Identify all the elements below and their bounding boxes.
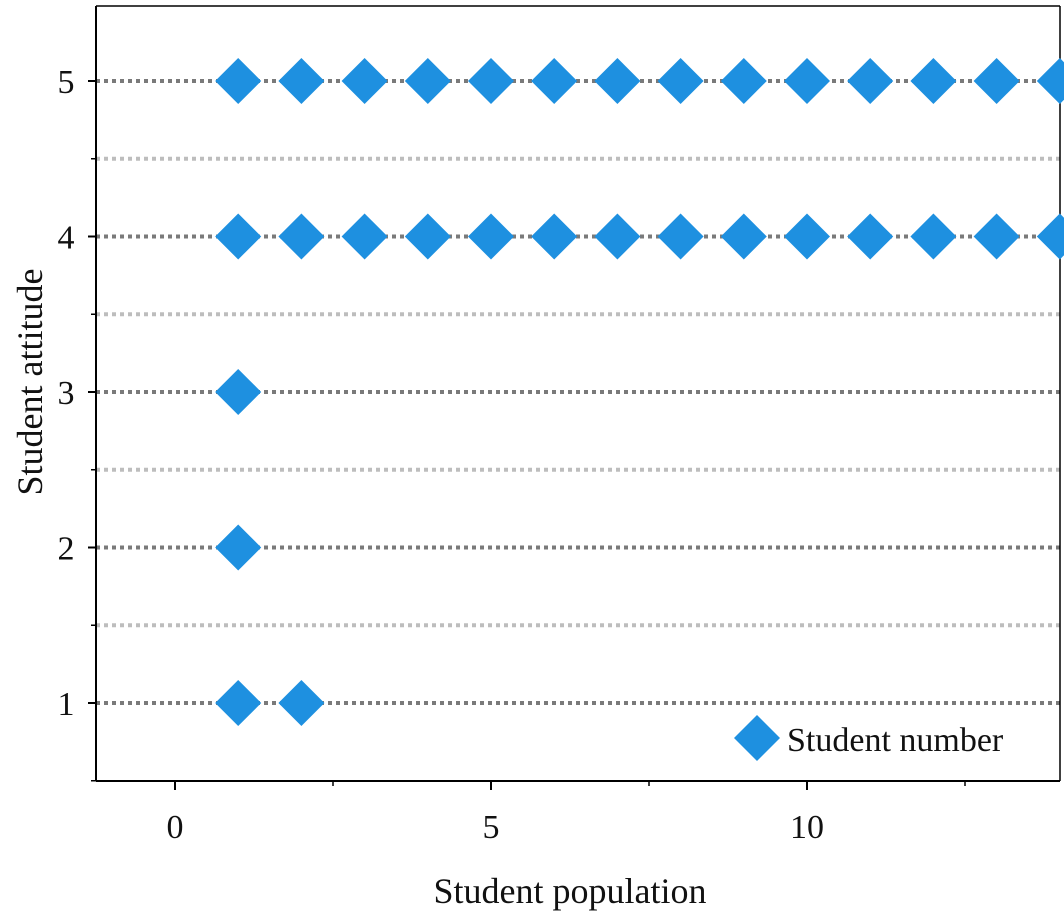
data-point-diamond (1036, 58, 1064, 104)
legend-diamond-icon (734, 715, 780, 761)
data-point-diamond (1036, 213, 1064, 260)
data-point-diamond (531, 58, 578, 104)
legend-label: Student number (787, 722, 1004, 759)
data-point-diamond (278, 680, 325, 726)
data-point-diamond (847, 213, 894, 260)
data-point-diamond (215, 524, 262, 571)
x-tick-label: 0 (167, 809, 184, 846)
data-point-diamond (720, 213, 767, 260)
axis-labels: Student population Student attitude 1 2 3 4… (10, 64, 824, 911)
data-point-diamond (341, 58, 388, 104)
data-point-diamond (404, 58, 451, 104)
data-point-diamond (278, 58, 325, 104)
data-point-diamond (657, 213, 704, 260)
data-point-diamond (594, 58, 641, 104)
y-tick-label: 3 (58, 375, 75, 412)
data-point-diamond (784, 213, 830, 260)
data-point-diamond (720, 58, 767, 104)
data-point-diamond (215, 213, 262, 260)
data-point-diamond (657, 58, 704, 104)
data-point-diamond (215, 58, 262, 104)
x-tick-label: 5 (483, 809, 500, 846)
y-tick-label: 4 (58, 220, 75, 257)
data-point-diamond (468, 58, 514, 104)
data-point-diamond (910, 213, 957, 260)
data-point-diamond (594, 213, 641, 260)
data-point-diamond (341, 213, 388, 260)
data-point-diamond (215, 369, 262, 415)
x-axis-title: Student population (434, 871, 707, 911)
data-point-diamond (784, 58, 830, 104)
axes (88, 5, 1061, 790)
data-point-diamond (910, 58, 957, 104)
legend: Student number (734, 715, 1004, 761)
data-point-diamond (404, 213, 451, 260)
data-point-diamond (278, 213, 325, 260)
y-tick-label: 2 (58, 531, 75, 568)
data-markers (215, 58, 1064, 726)
data-point-diamond (973, 58, 1020, 104)
y-tick-label: 1 (58, 686, 75, 723)
data-point-diamond (215, 680, 262, 726)
data-point-diamond (973, 213, 1020, 260)
y-tick-label: 5 (58, 64, 75, 101)
y-axis-title: Student attitude (10, 269, 50, 496)
data-point-diamond (468, 213, 514, 260)
x-tick-label: 10 (790, 809, 824, 846)
data-point-diamond (847, 58, 894, 104)
data-point-diamond (531, 213, 578, 260)
